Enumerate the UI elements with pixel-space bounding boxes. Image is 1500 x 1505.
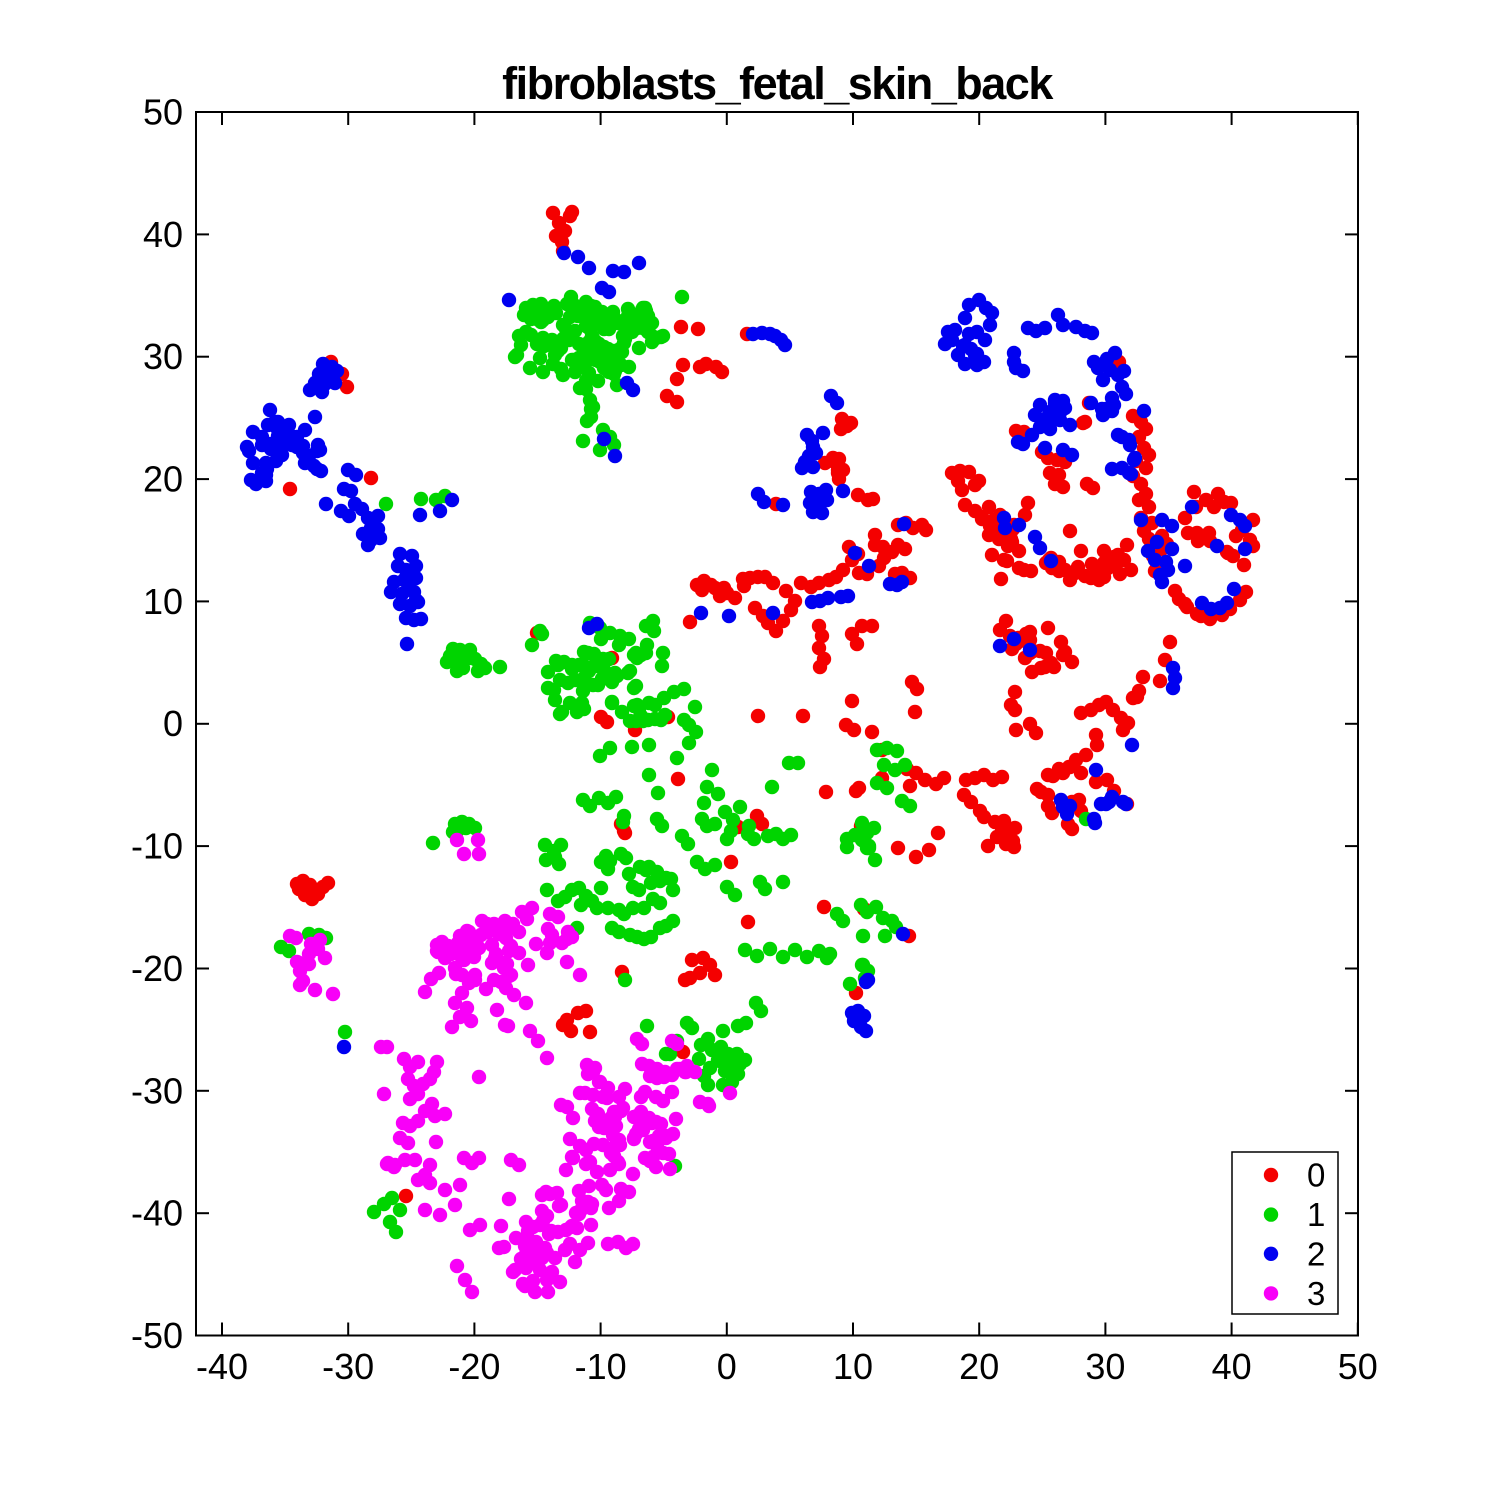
svg-text:-50: -50 bbox=[131, 1315, 183, 1356]
svg-text:30: 30 bbox=[1085, 1346, 1125, 1387]
svg-text:3: 3 bbox=[1307, 1275, 1325, 1312]
svg-text:-40: -40 bbox=[131, 1193, 183, 1234]
svg-text:0: 0 bbox=[163, 703, 183, 744]
svg-text:-10: -10 bbox=[131, 826, 183, 867]
svg-text:40: 40 bbox=[1212, 1346, 1252, 1387]
svg-text:0: 0 bbox=[1307, 1157, 1325, 1194]
svg-text:-10: -10 bbox=[575, 1346, 627, 1387]
svg-text:1: 1 bbox=[1307, 1196, 1325, 1233]
svg-text:50: 50 bbox=[143, 92, 183, 133]
svg-text:-20: -20 bbox=[448, 1346, 500, 1387]
svg-text:fibroblasts_fetal_skin_back: fibroblasts_fetal_skin_back bbox=[502, 58, 1054, 109]
svg-text:30: 30 bbox=[143, 336, 183, 377]
svg-text:10: 10 bbox=[833, 1346, 873, 1387]
svg-text:-40: -40 bbox=[196, 1346, 248, 1387]
svg-text:20: 20 bbox=[143, 459, 183, 500]
svg-text:-30: -30 bbox=[322, 1346, 374, 1387]
svg-text:20: 20 bbox=[959, 1346, 999, 1387]
svg-text:40: 40 bbox=[143, 214, 183, 255]
svg-text:2: 2 bbox=[1307, 1235, 1325, 1272]
svg-text:10: 10 bbox=[143, 581, 183, 622]
svg-text:-20: -20 bbox=[131, 948, 183, 989]
svg-text:-30: -30 bbox=[131, 1070, 183, 1111]
svg-text:0: 0 bbox=[717, 1346, 737, 1387]
svg-text:50: 50 bbox=[1338, 1346, 1378, 1387]
